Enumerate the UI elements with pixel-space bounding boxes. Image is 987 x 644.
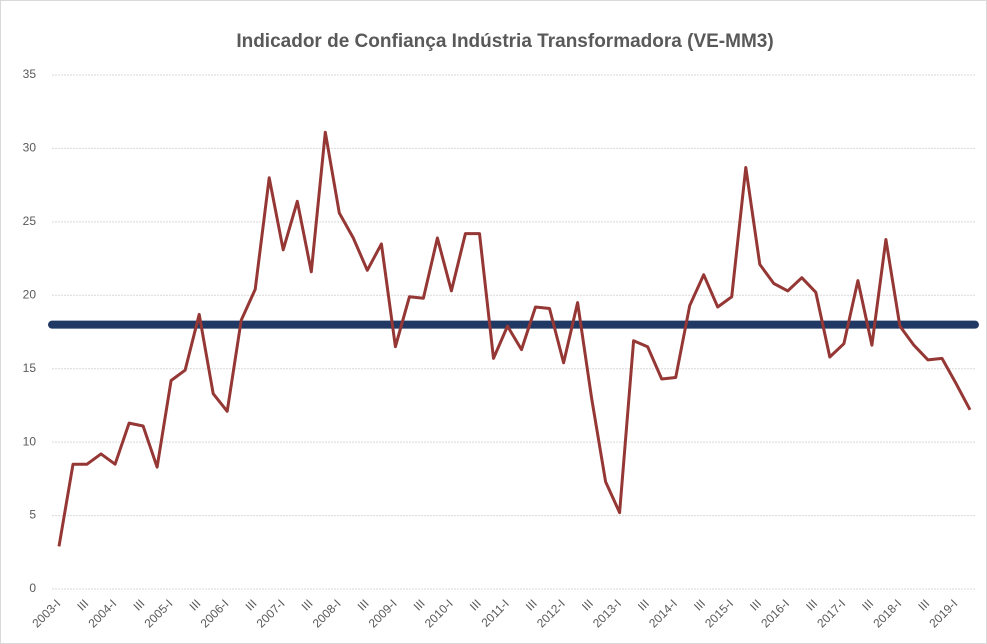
y-tick-label: 5 — [29, 508, 36, 522]
y-tick-label: 35 — [23, 67, 37, 81]
data-line — [57, 130, 972, 547]
y-tick-label: 20 — [23, 287, 37, 301]
chart-title: Indicador de Confiança Indústria Transfo… — [236, 31, 773, 52]
y-tick-label: 25 — [23, 214, 37, 228]
y-tick-label: 10 — [23, 434, 37, 448]
y-tick-label: 30 — [23, 141, 37, 155]
y-tick-label: 0 — [29, 581, 36, 595]
y-tick-label: 15 — [23, 361, 37, 375]
